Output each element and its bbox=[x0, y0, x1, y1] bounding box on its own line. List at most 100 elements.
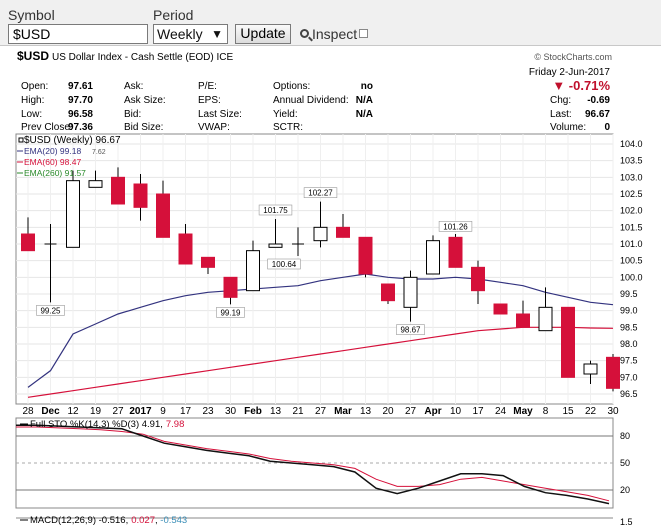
annotation-label: 99.19 bbox=[220, 308, 241, 317]
last-size-label: Last Size: bbox=[198, 109, 242, 120]
candle-body bbox=[448, 236, 463, 268]
candle bbox=[426, 235, 440, 275]
x-tick: 13 bbox=[360, 406, 372, 417]
price-y-tick: 101.5 bbox=[620, 222, 643, 232]
period-select[interactable]: Weekly ▼ bbox=[153, 24, 228, 44]
candle-body bbox=[246, 250, 260, 292]
low-value: 96.58 bbox=[68, 109, 93, 120]
x-tick: 30 bbox=[607, 406, 619, 417]
candle bbox=[448, 234, 463, 268]
chg-value: -0.69 bbox=[587, 95, 610, 106]
candle-body bbox=[381, 283, 395, 302]
candle-body bbox=[156, 193, 170, 238]
update-button[interactable]: Update bbox=[235, 24, 291, 44]
sto-grid bbox=[16, 435, 613, 491]
candle bbox=[313, 201, 328, 248]
sto-y-tick: 80 bbox=[620, 431, 630, 441]
x-tick: Mar bbox=[334, 406, 352, 417]
inspect-toggle[interactable]: Inspect bbox=[300, 26, 369, 42]
x-tick: 22 bbox=[585, 406, 597, 417]
x-tick: 13 bbox=[270, 406, 282, 417]
x-tick: 24 bbox=[495, 406, 507, 417]
candle bbox=[381, 283, 395, 304]
candle bbox=[44, 224, 57, 303]
volume-label: Volume: bbox=[550, 122, 586, 133]
macd-legend-text: MACD(12,26,9) -0.516, 0.027, -0.543 bbox=[30, 515, 187, 525]
ema-lines bbox=[27, 273, 614, 398]
open-value: 97.61 bbox=[68, 81, 93, 92]
volume-value: 0 bbox=[604, 122, 610, 133]
candle bbox=[133, 174, 148, 221]
chart-area: $USD US Dollar Index - Cash Settle (EOD)… bbox=[14, 48, 661, 525]
price-y-tick: 100.0 bbox=[620, 272, 643, 282]
candle-body bbox=[268, 243, 283, 248]
annotation-box bbox=[258, 204, 293, 216]
legend-ema20: EMA(20) 99.18 bbox=[24, 146, 81, 156]
price-y-tick: 99.0 bbox=[620, 306, 638, 316]
macd-y-tick: 1.5 bbox=[620, 517, 633, 525]
price-y-tick: 103.5 bbox=[620, 156, 643, 166]
candles bbox=[21, 167, 620, 392]
x-tick: 17 bbox=[180, 406, 192, 417]
candle-body bbox=[471, 266, 485, 292]
vwap-label: VWAP: bbox=[198, 122, 230, 133]
macd-legend-signal: 0.027 bbox=[131, 515, 155, 525]
candle bbox=[156, 180, 170, 238]
x-tick: 27 bbox=[112, 406, 124, 417]
x-tick: 28 bbox=[22, 406, 34, 417]
ema20-line bbox=[27, 273, 614, 388]
price-y-tick: 99.5 bbox=[620, 289, 638, 299]
pct-change: ▼ -0.71% bbox=[552, 78, 610, 93]
stock-chart: $USD US Dollar Index - Cash Settle (EOD)… bbox=[15, 49, 643, 525]
ticker-title: $USD bbox=[17, 49, 49, 63]
open-label: Open: bbox=[21, 81, 48, 92]
sto-legend-prefix: Full STO %K(14,3) %D(3) 4.91, bbox=[30, 419, 163, 430]
dividend-value: N/A bbox=[356, 95, 373, 106]
annotation-box bbox=[396, 324, 425, 335]
candle bbox=[223, 276, 238, 305]
legend-ema20-extra: 7.62 bbox=[92, 149, 106, 156]
macd-legend-sep: , bbox=[155, 515, 160, 525]
candle-body bbox=[66, 180, 80, 248]
instrument-name: US Dollar Index - Cash Settle (EOD) ICE bbox=[52, 52, 233, 63]
x-tick: 20 bbox=[382, 406, 394, 417]
candle-body bbox=[223, 276, 238, 298]
annotation-label: 101.75 bbox=[263, 206, 288, 215]
candle-body bbox=[538, 306, 553, 332]
x-tick: Apr bbox=[424, 406, 441, 417]
candle bbox=[606, 354, 620, 392]
annotation-box bbox=[267, 258, 301, 270]
annotation-label: 98.67 bbox=[400, 326, 421, 335]
sto-y-tick: 50 bbox=[620, 458, 630, 468]
candle-body bbox=[178, 233, 193, 265]
symbol-label: Symbol bbox=[8, 7, 55, 23]
low-label: Low: bbox=[21, 109, 42, 120]
candle-body bbox=[133, 183, 148, 208]
legend-marker-price bbox=[18, 137, 24, 143]
candle bbox=[516, 300, 530, 328]
candle-body bbox=[336, 226, 350, 238]
x-tick: 10 bbox=[450, 406, 462, 417]
price-y-tick: 97.0 bbox=[620, 372, 638, 382]
candle bbox=[583, 360, 598, 384]
sto-k-line bbox=[16, 424, 610, 505]
x-tick: 19 bbox=[90, 406, 102, 417]
candle-body bbox=[358, 236, 373, 275]
sctr-label: SCTR: bbox=[273, 122, 303, 133]
candle bbox=[246, 240, 260, 292]
symbol-input[interactable]: $USD bbox=[8, 24, 148, 44]
chart-legend: $USD (Weekly) 96.67 EMA(20) 99.18 7.62 E… bbox=[17, 135, 121, 178]
price-y-tick: 102.5 bbox=[620, 189, 643, 199]
annotation-label: 102.27 bbox=[308, 189, 333, 198]
sto-y-tick: 20 bbox=[620, 485, 630, 495]
x-tick: 8 bbox=[543, 406, 549, 417]
price-y-tick: 102.0 bbox=[620, 206, 643, 216]
candle-body bbox=[516, 313, 530, 328]
legend-ema60: EMA(60) 98.47 bbox=[24, 157, 81, 167]
annotation-label: 100.64 bbox=[272, 260, 297, 269]
x-tick: Dec bbox=[41, 406, 60, 417]
sto-legend-d: 7.98 bbox=[166, 419, 185, 430]
stats-panel: Open: 97.61 High: 97.70 Low: 96.58 Prev … bbox=[21, 67, 610, 133]
inspect-checkbox[interactable] bbox=[359, 29, 369, 38]
yield-value: N/A bbox=[356, 109, 373, 120]
